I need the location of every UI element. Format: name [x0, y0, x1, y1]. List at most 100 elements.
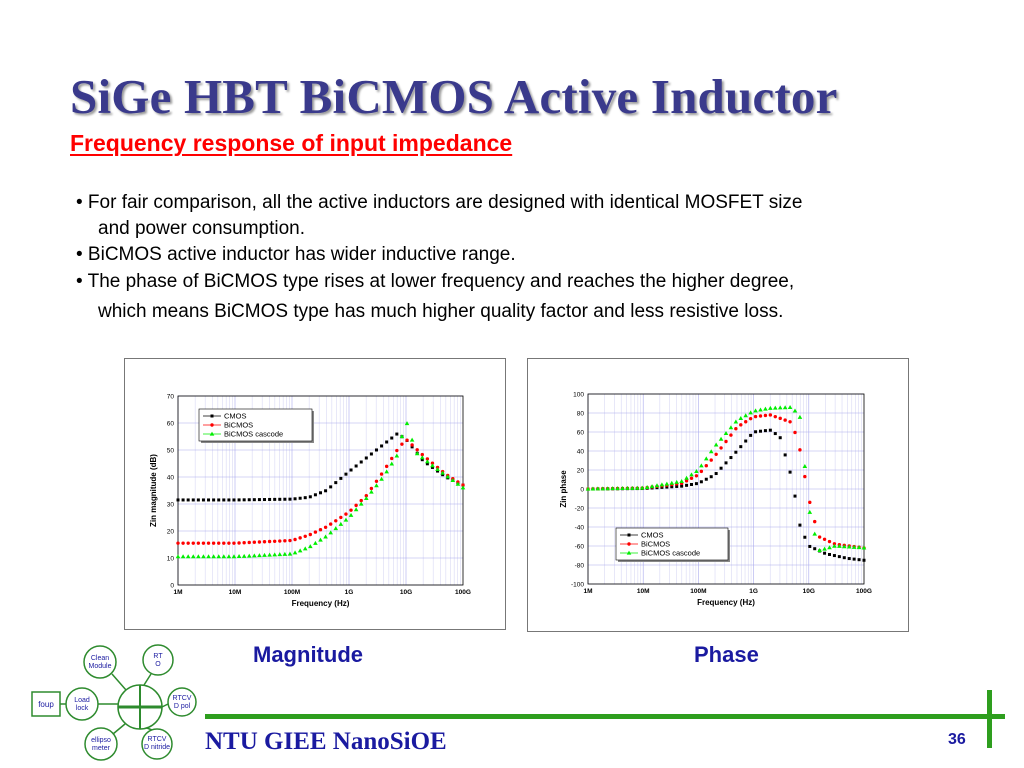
data-point [861, 545, 867, 550]
data-point [232, 498, 236, 502]
phase-caption: Phase [694, 642, 759, 667]
data-point [190, 554, 196, 559]
data-point [308, 532, 313, 537]
data-point [689, 472, 694, 477]
data-point [625, 485, 630, 490]
data-point [748, 416, 753, 421]
data-point [803, 535, 807, 539]
data-point [384, 469, 389, 474]
data-point [420, 458, 424, 462]
data-point [430, 465, 434, 469]
data-point [302, 546, 308, 551]
data-point [743, 413, 749, 418]
data-point [772, 405, 778, 410]
data-point [176, 541, 180, 545]
data-point [461, 483, 465, 487]
logo-node-rto: RT O [153, 653, 163, 668]
data-point [303, 534, 307, 538]
legend-marker [210, 423, 214, 427]
x-tick-label: 10M [229, 589, 242, 596]
data-point [359, 498, 363, 503]
data-point [812, 531, 818, 536]
data-point [313, 540, 318, 545]
data-point [630, 485, 635, 490]
data-point [354, 464, 358, 468]
data-point [196, 498, 200, 502]
data-point [308, 495, 312, 499]
data-point [420, 452, 424, 457]
data-point [704, 477, 708, 481]
data-point [709, 458, 713, 462]
data-point [728, 425, 734, 430]
data-point [792, 408, 798, 413]
data-point [262, 540, 267, 544]
data-point [813, 547, 817, 551]
data-point [733, 419, 739, 424]
data-point [763, 406, 768, 411]
data-point [847, 557, 851, 561]
data-point [241, 553, 247, 558]
data-point [227, 498, 231, 502]
y-tick-label: -60 [575, 544, 585, 551]
bullet-list: • For fair comparison, all the active in… [76, 192, 976, 327]
logo-node-foup: foup [38, 700, 54, 709]
data-point [738, 416, 744, 421]
data-point [669, 480, 675, 485]
data-point [680, 484, 684, 488]
data-point [445, 474, 451, 479]
data-point [724, 461, 728, 465]
data-point [718, 436, 724, 441]
data-point [212, 498, 216, 502]
data-point [749, 433, 753, 437]
data-point [369, 489, 374, 494]
data-point [783, 453, 787, 457]
data-point [343, 517, 349, 522]
data-point [600, 486, 606, 491]
data-point [257, 553, 262, 558]
data-point [409, 437, 415, 442]
data-point [788, 470, 792, 474]
data-point [201, 554, 206, 559]
data-point [226, 554, 232, 559]
data-point [841, 544, 847, 549]
data-point [379, 472, 384, 476]
data-point [390, 456, 394, 461]
data-point [257, 498, 261, 502]
data-point [328, 522, 333, 526]
data-point [827, 545, 832, 550]
data-point [714, 472, 718, 476]
data-point [278, 497, 282, 501]
data-point [374, 448, 378, 452]
data-point [787, 404, 793, 409]
data-point [364, 496, 369, 501]
series-bicmos-cascode [175, 421, 466, 559]
data-point [639, 485, 645, 490]
data-point [605, 486, 611, 491]
data-point [665, 485, 669, 489]
data-point [328, 530, 333, 535]
logo-node-clean-module: Clean Module [89, 655, 112, 670]
data-point [703, 456, 709, 461]
data-point [334, 519, 338, 523]
data-point [857, 558, 861, 562]
data-point [807, 509, 813, 514]
y-tick-label: 30 [167, 502, 175, 509]
y-tick-label: -40 [575, 525, 585, 532]
data-point [339, 515, 343, 520]
data-point [222, 541, 226, 545]
data-point [425, 459, 430, 464]
data-point [430, 461, 435, 465]
data-point [196, 541, 201, 545]
data-point [425, 462, 429, 466]
y-tick-label: 70 [167, 394, 175, 401]
data-point [664, 481, 670, 486]
data-point [191, 498, 195, 502]
data-point [768, 413, 773, 417]
data-point [369, 452, 373, 456]
data-point [832, 543, 837, 548]
data-point [689, 476, 694, 481]
data-point [724, 439, 728, 444]
data-point [436, 469, 440, 473]
data-point [395, 448, 399, 453]
